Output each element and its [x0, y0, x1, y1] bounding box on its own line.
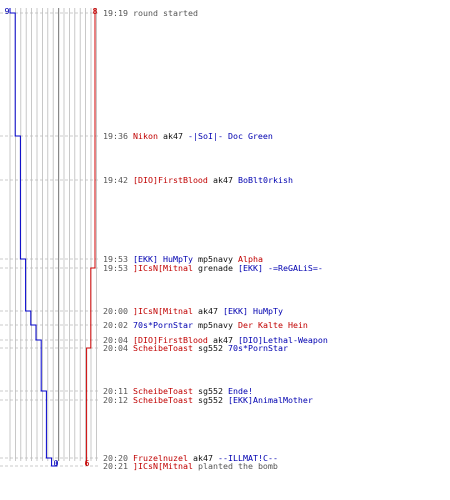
- event-time: 19:42: [103, 175, 128, 185]
- event-row: 19:42 [DIO]FirstBlood ak47 BoBlt0rkish: [103, 175, 293, 185]
- event-player-red: Alpha: [238, 254, 263, 264]
- event-player-red: [DIO]FirstBlood: [133, 175, 208, 185]
- red-end-count: 6: [85, 458, 90, 468]
- event-player-red: ]ICsN[Mitnal: [133, 306, 193, 316]
- event-time: 19:19: [103, 8, 128, 18]
- event-time: 19:36: [103, 131, 128, 141]
- event-time: 20:21: [103, 461, 128, 471]
- event-row: 20:02 70s*PornStar mp5navy Der Kalte Hein: [103, 320, 308, 330]
- event-player-blue: [DIO]Lethal-Weapon: [238, 335, 328, 345]
- event-time: 20:02: [103, 320, 128, 330]
- blue-start-count: 9: [5, 6, 10, 16]
- event-row: 19:36 Nikon ak47 -|SoI|- Doc Green: [103, 131, 273, 141]
- event-row: 20:04 [DIO]FirstBlood ak47 [DIO]Lethal-Weap…: [103, 335, 328, 345]
- event-row: 20:00 ]ICsN[Mitnal ak47 [EKK] HuMpTy: [103, 306, 283, 316]
- event-row: 20:11 ScheibeToast sg552 Ende!: [103, 386, 253, 396]
- event-player-red: ScheibeToast: [133, 395, 193, 405]
- event-player-red: ScheibeToast: [133, 343, 193, 353]
- event-player-blue: -|SoI|- Doc Green: [188, 131, 273, 141]
- event-row: 20:12 ScheibeToast sg552 [EKK]AnimalMother: [103, 395, 313, 405]
- event-player-blue: [EKK] HuMpTy: [223, 306, 283, 316]
- blue-team-line: [9, 8, 58, 467]
- event-player-red: Der Kalte Hein: [238, 320, 308, 330]
- event-player-red: ]ICsN[Mitnal: [133, 263, 193, 273]
- event-row: 19:53 ]ICsN[Mitnal grenade [EKK] -=ReGALiS=…: [103, 263, 323, 273]
- event-weapon: ak47: [193, 453, 213, 463]
- event-weapon: ak47: [198, 306, 218, 316]
- event-weapon: ak47: [213, 175, 233, 185]
- event-player-blue: [EKK] HuMpTy: [133, 254, 193, 264]
- red-start-count: 8: [93, 6, 98, 16]
- event-message: round started: [133, 8, 198, 18]
- event-weapon: sg552: [198, 386, 223, 396]
- event-weapon: ak47: [213, 335, 233, 345]
- event-player-blue: 70s*PornStar: [228, 343, 288, 353]
- event-time: 20:11: [103, 386, 128, 396]
- event-player-blue: [EKK]AnimalMother: [228, 395, 313, 405]
- event-weapon: sg552: [198, 395, 223, 405]
- event-time: 19:53: [103, 254, 128, 264]
- blue-end-count: 0: [54, 458, 59, 468]
- event-row: 20:04 ScheibeToast sg552 70s*PornStar: [103, 343, 288, 353]
- event-time: 20:12: [103, 395, 128, 405]
- event-player-red: Nikon: [133, 131, 158, 141]
- player-grid: [9, 8, 97, 461]
- event-player-blue: Ende!: [228, 386, 253, 396]
- event-time: 20:20: [103, 453, 128, 463]
- event-row: 20:21 ]ICsN[Mitnal planted the bomb: [103, 461, 278, 471]
- event-player-red: Fruzelnuzel: [133, 453, 188, 463]
- event-time: 20:04: [103, 343, 128, 353]
- event-time: 20:04: [103, 335, 128, 345]
- event-log: 19:19 round started 19:36 Nikon ak47 -|SoI|- …: [103, 8, 328, 471]
- event-row: 19:53 [EKK] HuMpTy mp5navy Alpha: [103, 254, 263, 264]
- event-player-red: [DIO]FirstBlood: [133, 335, 208, 345]
- event-message: planted the bomb: [198, 461, 278, 471]
- event-row: 19:19 round started: [103, 8, 198, 18]
- event-player-blue: 70s*PornStar: [133, 320, 193, 330]
- event-player-blue: [EKK] -=ReGALiS=-: [238, 263, 323, 273]
- event-time: 20:00: [103, 306, 128, 316]
- team-count-labels: 9 8 0 6: [5, 6, 98, 468]
- event-weapon: sg552: [198, 343, 223, 353]
- event-weapon: grenade: [198, 263, 233, 273]
- event-time: 19:53: [103, 263, 128, 273]
- event-player-red: ScheibeToast: [133, 386, 193, 396]
- event-player-red: ]ICsN[Mitnal: [133, 461, 193, 471]
- event-weapon: ak47: [163, 131, 183, 141]
- red-team-line: [86, 8, 96, 466]
- team-lines: [9, 8, 96, 467]
- event-player-blue: BoBlt0rkish: [238, 175, 293, 185]
- event-player-blue: --ILLMAT!C--: [218, 453, 278, 463]
- event-weapon: mp5navy: [198, 320, 233, 330]
- event-row: 20:20 Fruzelnuzel ak47 --ILLMAT!C--: [103, 453, 278, 463]
- event-weapon: mp5navy: [198, 254, 233, 264]
